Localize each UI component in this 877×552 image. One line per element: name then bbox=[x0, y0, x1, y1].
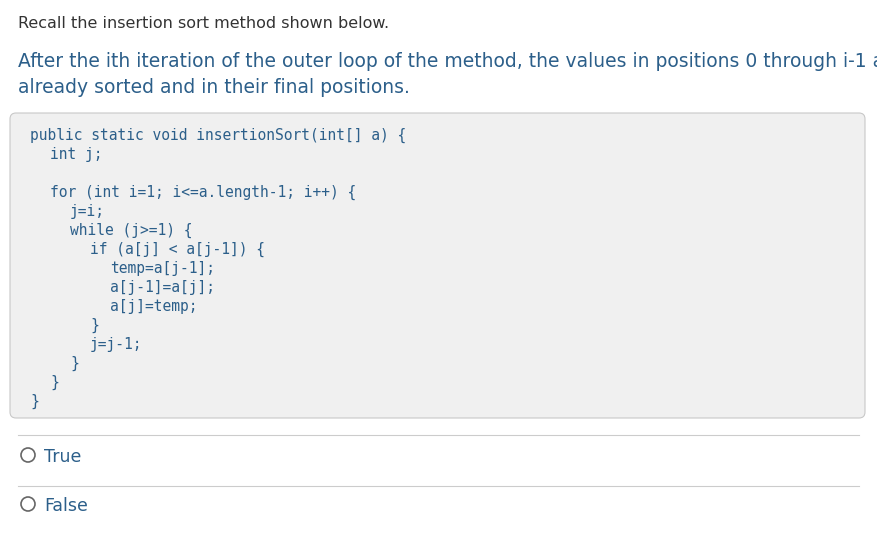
Text: temp=a[j-1];: temp=a[j-1]; bbox=[110, 261, 215, 276]
Text: }: } bbox=[50, 375, 59, 390]
Text: After the ith iteration of the outer loop of the method, the values in positions: After the ith iteration of the outer loo… bbox=[18, 52, 877, 71]
Text: for (int i=1; i<=a.length-1; i++) {: for (int i=1; i<=a.length-1; i++) { bbox=[50, 185, 356, 200]
Text: j=j-1;: j=j-1; bbox=[90, 337, 142, 352]
Text: while (j>=1) {: while (j>=1) { bbox=[70, 223, 192, 238]
Text: }: } bbox=[30, 394, 39, 409]
Text: already sorted and in their final positions.: already sorted and in their final positi… bbox=[18, 78, 410, 97]
Text: }: } bbox=[70, 356, 79, 371]
Text: Recall the insertion sort method shown below.: Recall the insertion sort method shown b… bbox=[18, 16, 389, 31]
Text: int j;: int j; bbox=[50, 147, 103, 162]
FancyBboxPatch shape bbox=[10, 113, 865, 418]
Text: a[j]=temp;: a[j]=temp; bbox=[110, 299, 197, 314]
Text: }: } bbox=[90, 318, 99, 333]
Text: public static void insertionSort(int[] a) {: public static void insertionSort(int[] a… bbox=[30, 128, 406, 143]
Text: True: True bbox=[44, 448, 82, 466]
Text: j=i;: j=i; bbox=[70, 204, 105, 219]
Text: if (a[j] < a[j-1]) {: if (a[j] < a[j-1]) { bbox=[90, 242, 265, 257]
Text: False: False bbox=[44, 497, 88, 515]
Text: a[j-1]=a[j];: a[j-1]=a[j]; bbox=[110, 280, 215, 295]
